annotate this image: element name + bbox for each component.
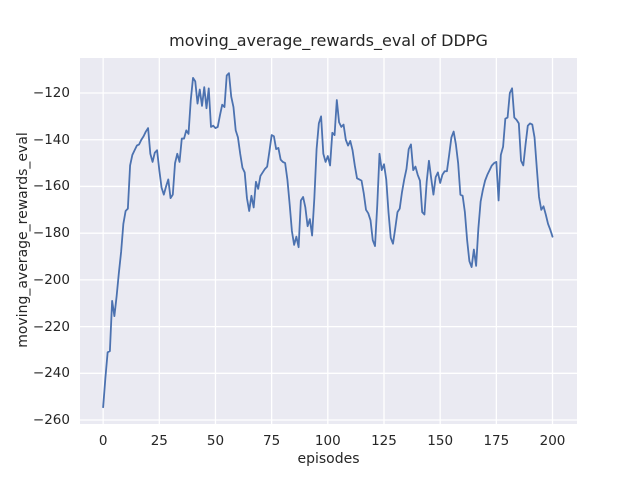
chart-title: moving_average_rewards_eval of DDPG <box>169 31 488 50</box>
plot-area <box>80 58 577 424</box>
x-tick-label: 75 <box>263 433 281 449</box>
y-tick-label: −240 <box>32 365 70 382</box>
x-tick-label: 0 <box>98 433 108 449</box>
x-tick-label: 175 <box>483 433 510 449</box>
y-tick-label: −120 <box>32 85 70 102</box>
y-tick-label: −220 <box>32 318 70 335</box>
y-tick-label: −260 <box>32 412 70 429</box>
x-tick-label: 100 <box>314 433 341 449</box>
y-tick-label: −180 <box>32 225 70 242</box>
y-tick-label: −200 <box>32 271 70 288</box>
x-tick-label: 200 <box>539 433 566 449</box>
x-tick-label: 50 <box>206 433 225 449</box>
x-tick-label: 150 <box>427 433 454 449</box>
x-axis-label: episodes <box>297 451 360 467</box>
x-tick-label: 25 <box>150 433 168 449</box>
x-tick-label: 125 <box>371 433 397 449</box>
line-series <box>102 72 554 409</box>
y-tick-label: −160 <box>32 178 70 195</box>
y-tick-label: −140 <box>32 131 70 148</box>
